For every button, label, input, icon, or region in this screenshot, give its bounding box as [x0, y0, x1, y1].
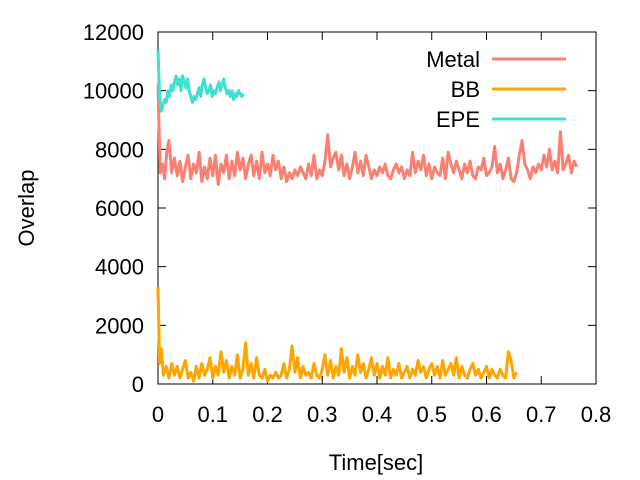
series-line-bb — [156, 287, 518, 383]
x-tick-label: 0 — [152, 402, 164, 427]
x-tick-label: 0.4 — [362, 402, 393, 427]
axes — [157, 31, 597, 385]
legend: Metal BB EPE — [426, 47, 566, 132]
y-tick-label: 10000 — [83, 79, 144, 104]
x-tick-label: 0.3 — [307, 402, 338, 427]
legend-label-metal: Metal — [426, 47, 480, 72]
y-tick-label: 2000 — [95, 313, 144, 338]
y-tick-label: 12000 — [83, 20, 144, 45]
x-tick-label: 0.1 — [197, 402, 228, 427]
legend-label-epe: EPE — [436, 107, 480, 132]
y-tick-label: 4000 — [95, 255, 144, 280]
x-tick-label: 0.8 — [581, 402, 612, 427]
x-tick-label: 0.5 — [416, 402, 447, 427]
series-lines — [156, 49, 579, 383]
x-axis-label: Time[sec] — [329, 450, 424, 475]
y-axis-label: Overlap — [14, 169, 39, 246]
series-line-metal — [156, 84, 579, 186]
tick-labels: 0 0.1 0.2 0.3 0.4 0.5 0.6 0.7 0.8 0 2000 4000 6000 80… — [83, 20, 611, 427]
y-tick-label: 0 — [132, 372, 144, 397]
x-tick-label: 0.2 — [252, 402, 283, 427]
y-tick-label: 6000 — [95, 196, 144, 221]
legend-label-bb: BB — [451, 77, 480, 102]
x-tick-label: 0.6 — [471, 402, 502, 427]
x-tick-label: 0.7 — [526, 402, 557, 427]
y-tick-label: 8000 — [95, 137, 144, 162]
series-line-epe — [156, 49, 245, 113]
